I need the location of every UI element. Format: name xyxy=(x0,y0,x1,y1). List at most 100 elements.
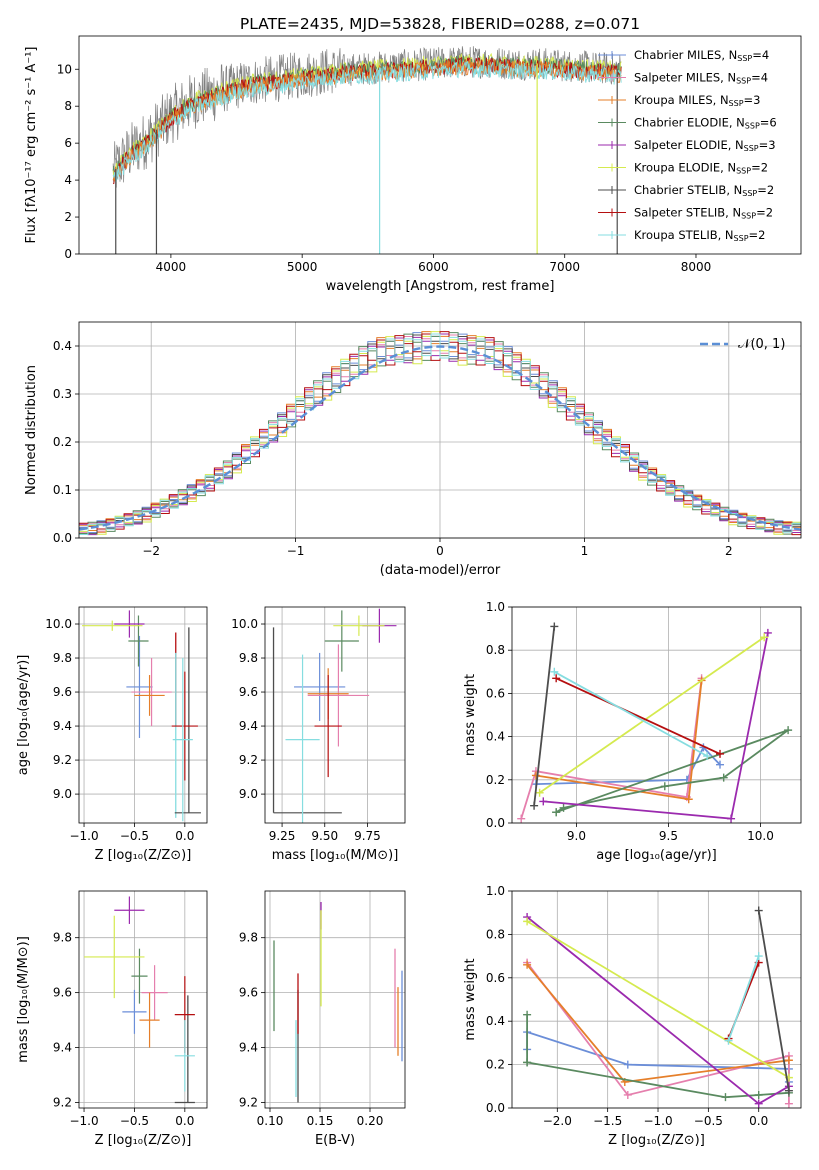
weight-line xyxy=(539,636,765,794)
weight-marker xyxy=(660,782,669,791)
plot-area xyxy=(84,896,195,1104)
weight-marker xyxy=(784,1099,793,1108)
y-tick-label: 9.2 xyxy=(53,753,72,767)
weight-marker xyxy=(721,1093,730,1102)
weight-marker xyxy=(754,906,763,915)
legend-label: Kroupa MILES, NSSP=3 xyxy=(634,93,760,108)
panel-weight-vs-age: 9.0 9.5 10.0 0.0 0.2 0.4 0.6 0.8 1.0 age [log₁₀(a… xyxy=(463,600,802,863)
normal-curve xyxy=(79,345,801,531)
weight-marker xyxy=(719,773,728,782)
weight-line xyxy=(555,729,789,814)
panel-weight-vs-Z: −2.0 −1.5 −1.0 −0.5 0.0 0.0 0.2 0.4 0.6 0.8 1.0 Z [… xyxy=(463,884,802,1148)
weight-marker xyxy=(754,1090,763,1099)
x-axis-label: age [log₁₀(age/yr)] xyxy=(596,848,717,863)
legend-label: Kroupa ELODIE, NSSP=2 xyxy=(634,161,768,176)
y-tick-label: 9.4 xyxy=(53,719,72,733)
y-tick-label: 9.0 xyxy=(239,787,258,801)
axes-frame xyxy=(511,606,802,824)
weight-line xyxy=(727,955,760,1042)
y-tick-label: 9.6 xyxy=(239,685,258,699)
weight-marker xyxy=(531,771,540,780)
plot-area xyxy=(523,906,793,1108)
x-tick-label: 0 xyxy=(436,544,444,558)
panel-spectrum: 4000 5000 6000 7000 8000 0 2 4 6 8 10 wavelength [A… xyxy=(24,15,802,294)
weight-marker xyxy=(523,917,532,926)
y-tick-label: 0.2 xyxy=(53,435,72,449)
legend-label: Kroupa STELIB, NSSP=2 xyxy=(634,228,765,243)
weight-marker xyxy=(623,1090,632,1099)
y-tick-label: 0.2 xyxy=(486,1058,505,1072)
x-tick-label: 9.0 xyxy=(567,829,586,843)
y-tick-label: 4 xyxy=(64,173,72,187)
x-tick-label: 10.0 xyxy=(747,829,774,843)
axes-frame xyxy=(78,321,802,539)
y-tick-label: 9.8 xyxy=(53,651,72,665)
y-axis-label: Flux [fλ10⁻¹⁷ erg cm⁻² s⁻¹ A⁻¹] xyxy=(24,47,39,244)
plot-area xyxy=(272,608,397,823)
weight-marker xyxy=(716,760,725,769)
x-tick-label: 0.0 xyxy=(175,1114,194,1128)
axes-frame xyxy=(264,606,406,824)
legend-label: Salpeter STELIB, NSSP=2 xyxy=(634,206,773,221)
weight-marker xyxy=(535,788,544,797)
legend-label: Chabrier MILES, NSSP=4 xyxy=(634,48,769,63)
y-tick-label: 0.0 xyxy=(486,816,505,830)
y-axis-label: Normed distribution xyxy=(24,365,39,495)
x-axis-label: (data-model)/error xyxy=(380,563,501,578)
y-tick-label: 9.6 xyxy=(53,685,72,699)
weight-marker xyxy=(784,726,793,735)
x-axis-label: E(B-V) xyxy=(315,1133,355,1148)
x-tick-label: 0.10 xyxy=(257,1114,284,1128)
weight-marker xyxy=(760,633,769,642)
weight-line xyxy=(555,677,721,755)
y-tick-label: 9.6 xyxy=(239,986,258,1000)
weight-line xyxy=(533,626,556,806)
x-tick-label: 2 xyxy=(725,544,733,558)
y-tick-label: 0.3 xyxy=(53,387,72,401)
x-tick-label: 9.25 xyxy=(269,829,296,843)
x-tick-label: −0.5 xyxy=(694,1114,723,1128)
plot-area xyxy=(82,610,201,822)
y-tick-label: 9.0 xyxy=(53,787,72,801)
x-tick-label: −1 xyxy=(287,544,305,558)
weight-marker xyxy=(724,1036,733,1045)
panel-age-vs-mass: 9.25 9.50 9.75 9.0 9.2 9.4 9.6 9.8 10.0 mass [log… xyxy=(231,606,406,863)
y-tick-label: 8 xyxy=(64,99,72,113)
x-tick-label: 7000 xyxy=(549,260,580,274)
y-tick-label: 10.0 xyxy=(45,617,72,631)
x-axis-label: Z [log₁₀(Z/Z⊙)] xyxy=(95,848,192,863)
weight-marker xyxy=(523,1058,532,1067)
weight-marker xyxy=(517,814,526,823)
x-axis-label: mass [log₁₀(M/M⊙)] xyxy=(272,848,399,863)
x-axis-label: wavelength [Angstrom, rest frame] xyxy=(326,279,555,294)
x-tick-label: 0.15 xyxy=(307,1114,334,1128)
x-tick-label: −0.5 xyxy=(120,829,149,843)
x-tick-label: 0.0 xyxy=(749,1114,768,1128)
legend-label: Chabrier STELIB, NSSP=2 xyxy=(634,183,774,198)
x-tick-label: 6000 xyxy=(418,260,449,274)
x-tick-label: 8000 xyxy=(681,260,712,274)
axes-frame xyxy=(264,890,406,1109)
weight-marker xyxy=(784,1056,793,1065)
y-tick-label: 9.8 xyxy=(53,931,72,945)
x-tick-label: −2 xyxy=(142,544,160,558)
weight-marker xyxy=(754,952,763,961)
y-axis-label: mass weight xyxy=(463,674,478,756)
axes-frame xyxy=(511,890,802,1109)
legend-label: Chabrier ELODIE, NSSP=6 xyxy=(634,116,777,131)
y-tick-label: 9.4 xyxy=(239,1041,258,1055)
y-tick-label: 9.2 xyxy=(53,1096,72,1110)
weight-marker xyxy=(539,797,548,806)
weight-marker xyxy=(623,1060,632,1069)
y-tick-label: 9.4 xyxy=(239,719,258,733)
weight-marker xyxy=(763,628,772,637)
y-tick-label: 0.0 xyxy=(53,531,72,545)
weight-marker xyxy=(550,622,559,631)
weight-marker xyxy=(550,667,559,676)
x-tick-label: 9.5 xyxy=(659,829,678,843)
plot-area xyxy=(112,46,622,254)
y-tick-label: 9.8 xyxy=(239,931,258,945)
weight-line xyxy=(520,678,703,819)
y-tick-label: 2 xyxy=(64,210,72,224)
y-tick-label: 0.4 xyxy=(486,1014,505,1028)
